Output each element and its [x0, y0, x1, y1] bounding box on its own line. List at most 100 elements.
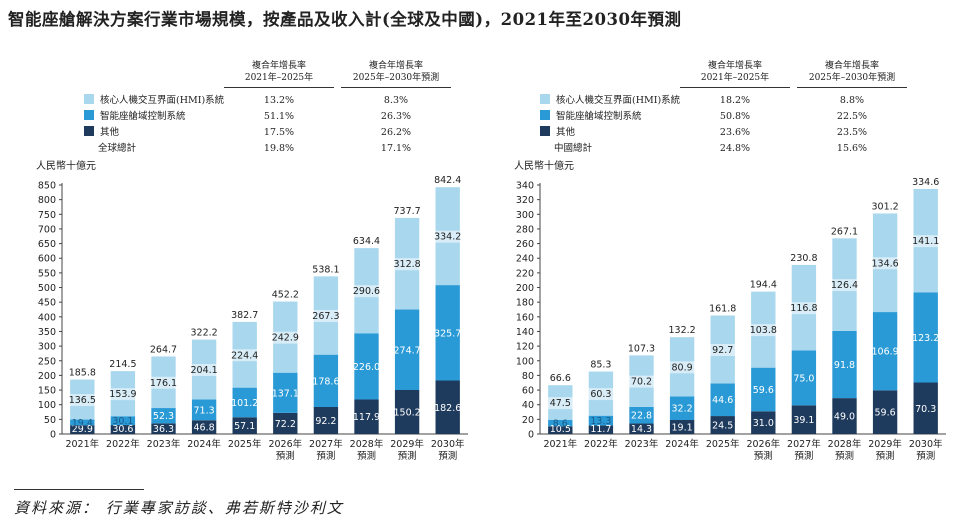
data-label: 290.6 — [353, 286, 380, 297]
bar-segment-other — [751, 411, 776, 434]
bar-segment-other — [354, 399, 379, 434]
data-label-bg — [628, 375, 655, 388]
y-tick-label: 300 — [516, 210, 534, 221]
header-underline — [797, 87, 907, 88]
data-label: 103.8 — [750, 325, 777, 336]
cagr-value: 18.2% — [719, 95, 751, 106]
legend-label: 其他 — [100, 127, 120, 138]
cagr-header-line1: 複合年增長率 — [824, 61, 879, 71]
bar-segment-domain — [832, 330, 857, 399]
x-tick-label: 2030年 — [431, 438, 465, 450]
cagr-header-line2: 2021年–2025年 — [700, 73, 770, 83]
data-label: 60.3 — [590, 389, 611, 400]
data-label: 8.6 — [553, 419, 568, 430]
bar-segment-domain — [70, 419, 95, 426]
y-tick-label: 280 — [516, 224, 534, 235]
y-tick-label: 850 — [38, 181, 56, 192]
data-label: 32.2 — [672, 404, 693, 415]
x-tick-label: 2021年 — [543, 438, 577, 450]
y-axis-label: 人民幣十億元 — [36, 159, 96, 172]
cagr-value: 50.8% — [719, 111, 751, 122]
y-tick-label: 240 — [516, 254, 534, 265]
data-label: 72.2 — [275, 419, 296, 430]
data-label: 36.3 — [153, 424, 174, 435]
data-label: 178.6 — [312, 376, 339, 387]
data-label: 14.3 — [631, 424, 652, 435]
data-label-bg — [106, 388, 139, 401]
data-label: 52.3 — [153, 411, 174, 422]
data-label-bg — [391, 258, 424, 271]
x-tick-label: 預測 — [754, 450, 773, 462]
data-label: 10.5 — [550, 424, 571, 435]
bar-segment-domain — [273, 372, 298, 413]
total-label: 538.1 — [312, 264, 339, 275]
total-label: 452.2 — [272, 290, 299, 301]
data-label: 11.7 — [590, 424, 611, 435]
y-tick-label: 150 — [38, 386, 56, 397]
total-label: 161.8 — [709, 304, 736, 315]
data-label: 242.9 — [272, 333, 299, 344]
legend-label: 智能座艙域控制系統 — [100, 111, 186, 122]
y-tick-label: 220 — [516, 268, 534, 279]
y-tick-label: 350 — [38, 327, 56, 338]
bar-segment-domain — [629, 406, 654, 424]
data-label: 274.7 — [393, 345, 420, 356]
y-tick-label: 800 — [38, 195, 56, 206]
legend-row: 核心人機交互界面(HMI)系統 — [84, 94, 224, 108]
bar-segment-domain — [872, 312, 898, 391]
data-label: 44.6 — [712, 395, 733, 406]
cagr-value: 24.8% — [719, 143, 751, 154]
data-label: 312.8 — [393, 259, 420, 270]
legend-label: 智能座艙域控制系統 — [556, 111, 642, 122]
legend-label: 其他 — [556, 127, 576, 138]
data-label: 70.3 — [915, 404, 936, 415]
total-label: 264.7 — [150, 344, 177, 355]
legend-swatch — [540, 126, 550, 136]
y-tick-label: 300 — [38, 342, 56, 353]
bar-segment-domain — [151, 408, 176, 424]
data-label: 116.8 — [790, 303, 817, 314]
data-label: 137.1 — [272, 388, 299, 399]
data-label-bg — [228, 349, 261, 362]
x-tick-label: 預測 — [357, 450, 376, 462]
data-label: 30.6 — [112, 424, 133, 435]
data-label-bg — [547, 397, 574, 410]
data-label: 141.1 — [912, 236, 939, 247]
footer-divider — [14, 489, 144, 490]
cagr-header-line2: 2025年–2030年預測 — [808, 73, 896, 83]
bar-segment-domain — [751, 367, 776, 412]
bar-segment-other — [791, 405, 817, 434]
data-label-bg — [587, 388, 615, 401]
data-label: 92.7 — [712, 345, 733, 356]
cagr-value: 17.1% — [380, 143, 412, 154]
bar-segment-other — [313, 406, 339, 434]
data-label: 59.6 — [753, 385, 774, 396]
legend-swatch — [84, 110, 94, 120]
x-tick-label: 預測 — [835, 450, 854, 462]
legend-row: 中國總計 — [554, 142, 592, 156]
data-label: 24.5 — [712, 421, 733, 432]
x-tick-label: 2025年 — [228, 438, 262, 450]
data-label: 123.2 — [912, 333, 939, 344]
bar-segment-other — [629, 423, 654, 434]
x-tick-label: 2022年 — [106, 438, 140, 450]
y-tick-label: 180 — [516, 298, 534, 309]
y-tick-label: 80 — [522, 371, 534, 382]
x-tick-label: 2029年 — [868, 438, 902, 450]
total-label: 634.4 — [353, 236, 380, 247]
y-tick-label: 60 — [522, 386, 534, 397]
total-label: 301.2 — [871, 201, 898, 212]
legend-label: 全球總計 — [98, 143, 137, 154]
cagr-value: 22.5% — [836, 111, 868, 122]
y-tick-label: 550 — [38, 268, 56, 279]
y-tick-label: 400 — [38, 312, 56, 323]
x-tick-label: 預測 — [916, 450, 935, 462]
bar-segment-domain — [354, 333, 379, 400]
y-tick-label: 160 — [516, 312, 534, 323]
y-tick-label: 600 — [38, 254, 56, 265]
data-label: 29.9 — [72, 424, 93, 435]
bar-segment-other — [273, 412, 298, 434]
y-tick-label: 0 — [50, 430, 56, 441]
legend-row: 其他 — [540, 126, 575, 140]
y-tick-label: 50 — [44, 415, 56, 426]
